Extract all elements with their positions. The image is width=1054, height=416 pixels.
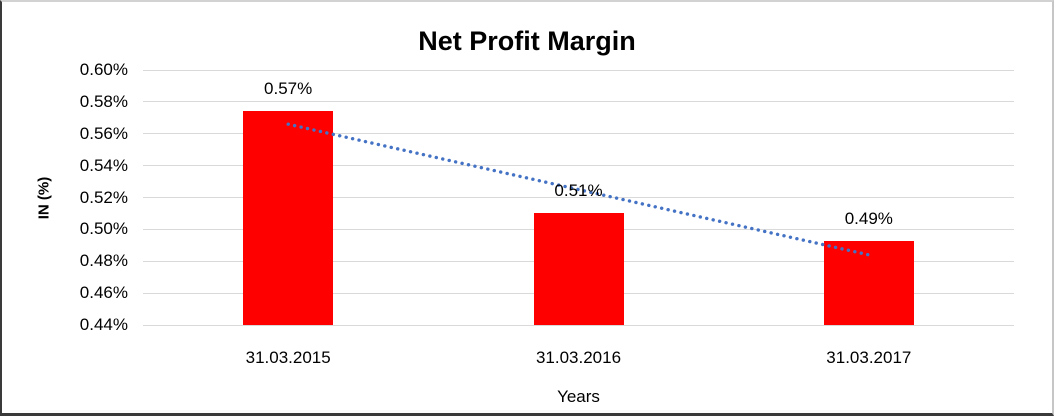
y-tick-label: 0.46% (79, 283, 128, 303)
y-tick-label: 0.50% (79, 219, 128, 239)
y-tick-label: 0.48% (79, 251, 128, 271)
bar-data-label: 0.49% (844, 208, 893, 228)
x-tick-label: 31.03.2016 (535, 348, 622, 367)
bar-data-label: 0.51% (554, 181, 603, 201)
x-tick-label: 31.03.2017 (826, 348, 912, 367)
y-axis-title: IN (%) (35, 176, 53, 220)
bar-31.03.2017 (823, 240, 914, 325)
bar-31.03.2016 (533, 213, 624, 325)
y-tick-label: 0.44% (79, 315, 128, 334)
bar-data-label: 0.57% (264, 79, 313, 99)
x-tick-label: 31.03.2015 (245, 348, 331, 367)
y-tick-label: 0.52% (79, 187, 128, 207)
y-tick-label: 0.60% (79, 60, 128, 79)
y-tick-label: 0.54% (79, 155, 128, 175)
y-gridline (143, 69, 1014, 71)
y-tick-label: 0.58% (79, 91, 128, 111)
y-tick-label: 0.56% (79, 123, 128, 143)
x-axis-title: Years (557, 387, 600, 406)
chart-title: Net Profit Margin (418, 26, 636, 56)
y-gridline (143, 324, 1014, 326)
y-gridline (143, 101, 1014, 103)
bar-31.03.2015 (243, 111, 334, 325)
